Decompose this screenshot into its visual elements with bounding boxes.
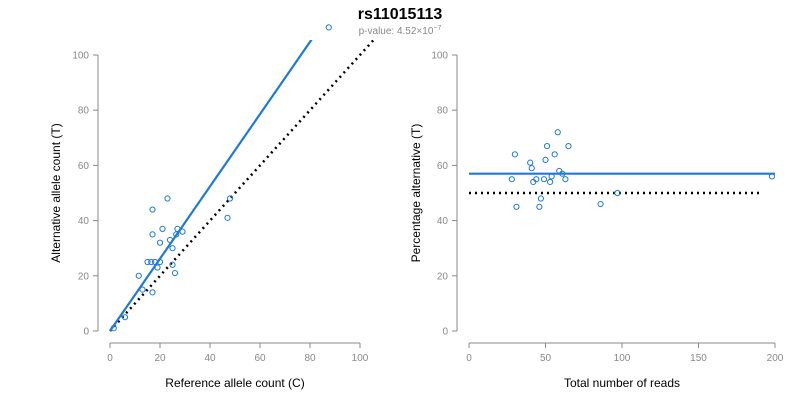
y-tick-label: 40 xyxy=(78,216,90,227)
chart-title: rs11015113 xyxy=(358,6,443,23)
x-axis: 0 20 40 60 80 100 xyxy=(107,342,369,364)
data-point xyxy=(597,200,604,208)
x-axis: 0 50 100 150 200 xyxy=(466,342,784,364)
data-point xyxy=(536,203,543,210)
y-axis: 0 20 40 60 80 100 xyxy=(72,51,99,338)
allele-count-panel: 0 20 40 60 80 100 0 20 40 60 80 100 Reference allele… xyxy=(49,24,376,390)
x-tick-label: 100 xyxy=(614,353,631,364)
data-point xyxy=(546,178,554,186)
data-point xyxy=(149,289,156,296)
data-points xyxy=(110,24,332,332)
data-point xyxy=(540,176,548,183)
x-tick-label: 80 xyxy=(304,353,316,364)
y-tick-label: 20 xyxy=(437,271,449,282)
y-tick-label: 60 xyxy=(437,161,449,172)
data-point xyxy=(565,142,572,150)
x-tick-label: 200 xyxy=(767,353,784,364)
data-point xyxy=(508,176,515,183)
data-point xyxy=(154,264,161,271)
y-tick-label: 0 xyxy=(442,327,448,338)
data-point xyxy=(513,203,520,210)
data-point xyxy=(325,24,332,31)
y-tick-label: 80 xyxy=(78,106,90,117)
p-value-label: p-value: 4.52×10−7 xyxy=(359,25,442,37)
data-point xyxy=(171,269,179,277)
x-axis-title: Total number of reads xyxy=(564,376,680,390)
y-axis: 0 20 40 60 80 100 xyxy=(431,51,458,338)
fit-line xyxy=(109,40,313,332)
data-point xyxy=(149,231,156,238)
p-value-text: p-value: 4.52×10 xyxy=(359,26,434,37)
y-axis-title: Percentage alternative (T) xyxy=(409,124,423,263)
data-point xyxy=(121,314,129,321)
data-point xyxy=(174,225,181,232)
data-point xyxy=(224,214,231,221)
data-point xyxy=(511,151,519,158)
reference-line xyxy=(109,40,376,332)
p-value-exponent: −7 xyxy=(433,25,441,32)
data-point xyxy=(562,176,569,183)
data-point xyxy=(156,239,164,246)
data-point xyxy=(537,195,545,202)
data-point xyxy=(135,272,142,279)
y-tick-label: 60 xyxy=(78,161,90,172)
x-tick-label: 0 xyxy=(107,353,113,364)
data-point xyxy=(169,261,176,268)
data-point xyxy=(148,258,155,266)
data-point xyxy=(559,170,566,177)
data-point xyxy=(169,245,176,252)
data-point xyxy=(164,195,171,202)
percentage-alternative-panel: 0 50 100 150 200 0 20 40 60 80 100 Total number of … xyxy=(409,51,784,391)
data-point xyxy=(226,195,234,202)
y-tick-label: 40 xyxy=(437,216,449,227)
data-point xyxy=(139,286,146,293)
data-point xyxy=(528,165,535,172)
x-tick-label: 60 xyxy=(254,353,266,364)
data-point xyxy=(768,173,776,180)
data-point xyxy=(166,236,174,244)
data-point xyxy=(543,142,551,150)
y-axis-title: Alternative allele count (T) xyxy=(49,123,63,262)
data-point xyxy=(551,151,558,158)
data-point xyxy=(548,173,555,180)
x-tick-label: 100 xyxy=(352,353,369,364)
y-tick-label: 20 xyxy=(78,271,90,282)
x-tick-label: 150 xyxy=(690,353,707,364)
y-tick-label: 80 xyxy=(437,106,449,117)
x-tick-label: 0 xyxy=(466,353,472,364)
data-point xyxy=(159,225,166,232)
data-point xyxy=(614,189,621,197)
y-tick-label: 0 xyxy=(83,327,89,338)
data-points xyxy=(508,129,776,210)
x-axis-title: Reference allele count (C) xyxy=(165,376,304,390)
data-point xyxy=(527,159,534,166)
x-tick-label: 40 xyxy=(204,353,216,364)
data-point xyxy=(144,258,151,266)
data-point xyxy=(554,129,561,136)
x-tick-label: 50 xyxy=(540,353,552,364)
x-tick-label: 20 xyxy=(154,353,166,364)
data-point xyxy=(156,258,164,266)
data-point xyxy=(110,325,117,332)
data-point xyxy=(179,228,186,235)
data-point xyxy=(533,176,540,183)
data-point xyxy=(149,206,156,213)
data-point xyxy=(173,231,180,238)
y-tick-label: 100 xyxy=(431,51,448,62)
y-tick-label: 100 xyxy=(72,51,89,62)
data-point xyxy=(542,156,549,163)
